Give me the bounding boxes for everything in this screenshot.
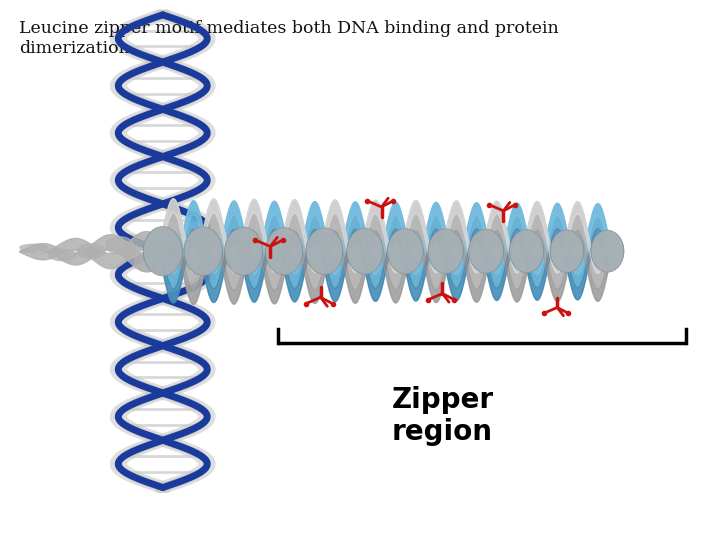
Ellipse shape (225, 227, 263, 275)
Ellipse shape (266, 227, 302, 275)
Ellipse shape (428, 230, 463, 273)
Ellipse shape (591, 231, 624, 272)
Ellipse shape (20, 245, 48, 251)
Ellipse shape (184, 227, 222, 275)
Text: Leucine zipper motif mediates both DNA binding and protein
dimerization: Leucine zipper motif mediates both DNA b… (19, 20, 559, 57)
Ellipse shape (510, 230, 544, 272)
Ellipse shape (550, 231, 584, 272)
Ellipse shape (347, 228, 383, 274)
Ellipse shape (143, 227, 182, 275)
Ellipse shape (510, 230, 544, 273)
Ellipse shape (143, 226, 182, 276)
Ellipse shape (225, 228, 263, 275)
Ellipse shape (469, 229, 503, 273)
Ellipse shape (77, 244, 105, 259)
Ellipse shape (387, 228, 423, 274)
Ellipse shape (469, 230, 503, 273)
Ellipse shape (306, 228, 343, 274)
Ellipse shape (387, 229, 423, 273)
Ellipse shape (135, 252, 162, 272)
Ellipse shape (306, 228, 343, 274)
Ellipse shape (106, 237, 133, 254)
Text: Zipper
region: Zipper region (392, 386, 493, 446)
Ellipse shape (347, 229, 383, 274)
Ellipse shape (184, 227, 222, 275)
Ellipse shape (266, 228, 302, 274)
Ellipse shape (550, 230, 584, 273)
Ellipse shape (48, 249, 76, 261)
Ellipse shape (591, 230, 624, 272)
Ellipse shape (428, 229, 463, 274)
